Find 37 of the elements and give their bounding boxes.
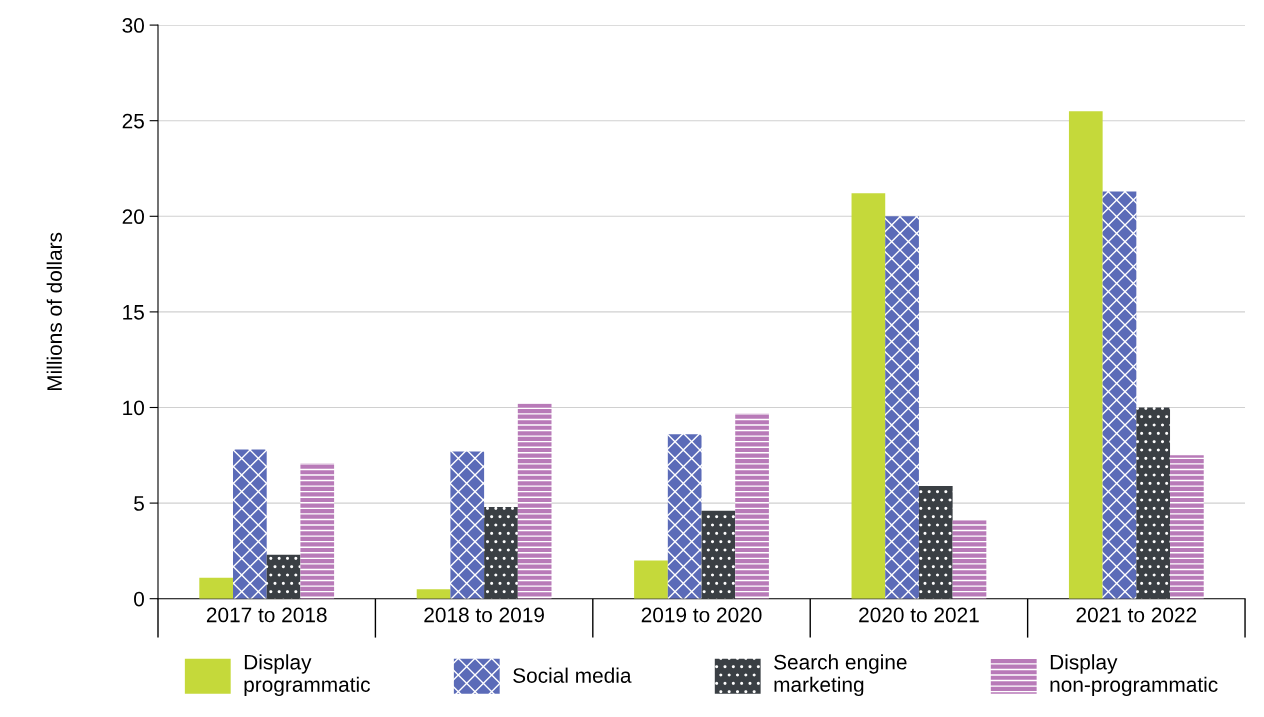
y-tick-label: 15 [123,305,144,320]
bar [1102,191,1137,599]
y-tick-label: 25 [122,113,144,129]
bar [416,589,451,599]
bar [634,560,668,599]
bar [918,485,953,599]
y-tick-label: 10 [123,400,144,416]
x-tick-label: 2017 to 2018 [206,607,327,623]
bar [266,554,301,599]
bar [300,462,335,599]
legend-label: Display programmatic [244,654,370,697]
x-tick-label: 2018 to 2019 [424,607,544,623]
bar [851,193,886,599]
bar [952,520,987,599]
y-tick-label: 20 [122,209,144,225]
y-tick-label: 30 [122,18,144,33]
x-tick-label: 2021 to 2022 [1076,607,1197,623]
y-tick-label: 0 [134,591,144,607]
legend-label: Search engine marketing [774,654,907,697]
y-tick-label: 5 [134,496,144,511]
bar [885,216,919,599]
bar [1068,111,1103,599]
bar [484,506,518,599]
legend-label: Social media [513,667,632,683]
bar [233,449,267,599]
bar [450,451,485,599]
x-tick-label: 2019 to 2020 [641,607,762,623]
bar [667,434,702,599]
bar [735,413,769,599]
y-axis-title: Millions of dollars [46,232,62,391]
bar [701,510,736,599]
bar [1170,455,1204,599]
legend-label: Display non-programmatic [1050,654,1218,697]
bar [1136,407,1171,599]
x-tick-label: 2020 to 2021 [859,607,979,623]
bar [517,403,552,599]
bar [199,577,234,599]
